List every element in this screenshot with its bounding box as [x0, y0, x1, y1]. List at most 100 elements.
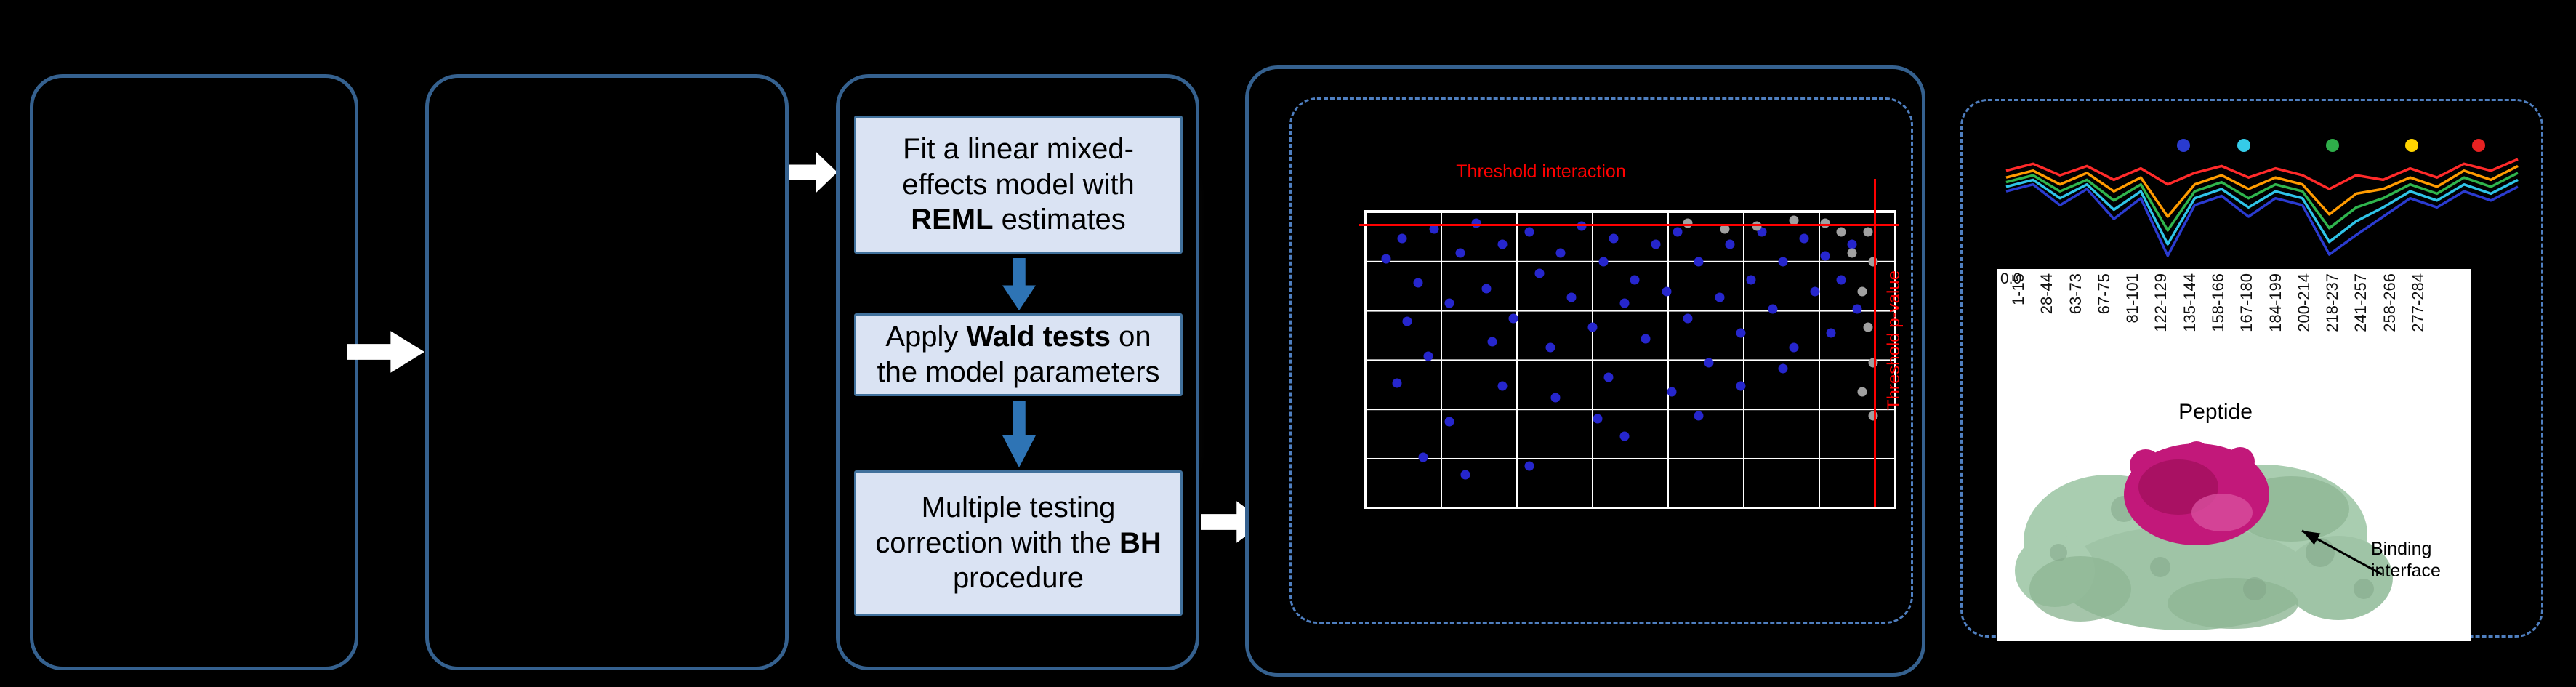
scatter-dot-blue — [1736, 381, 1746, 391]
binding-interface-arrow-icon — [2301, 529, 2383, 576]
scatter-dot-blue — [1641, 334, 1651, 344]
scatter-dot-blue — [1662, 286, 1672, 297]
scatter-dot-blue — [1715, 292, 1725, 302]
peptide-tick-label: 1-15 — [2009, 273, 2027, 306]
binding-interface-label: Binding interface — [2371, 539, 2441, 581]
peptide-tick-label: 67-75 — [2094, 273, 2113, 315]
peptide-tick-label: 218-237 — [2323, 273, 2342, 332]
uptake-line — [2005, 178, 2519, 246]
scatter-dot-blue — [1444, 417, 1454, 427]
scatter-dot-grey — [1720, 224, 1730, 234]
scatter-dot-grey — [1789, 215, 1799, 225]
peptide-tick-label: 135-144 — [2180, 273, 2199, 332]
scatter-dot-blue — [1778, 257, 1788, 267]
scatter-dot-blue — [1694, 411, 1704, 421]
workflow-step-reml: Fit a linear mixed-effects model with RE… — [854, 116, 1183, 254]
timepoint-legend-dot — [2326, 139, 2339, 152]
results-plot-dashed-frame — [1289, 97, 1913, 624]
threshold-interaction-label: Threshold interaction — [1456, 161, 1626, 182]
peptide-tick-label: 184-199 — [2266, 273, 2285, 332]
scatter-dot-blue — [1799, 233, 1809, 244]
peptide-tick-labels: 1-15 28-44 63-73 67-75 81-101 122-129 135-144 1… — [2009, 273, 2428, 395]
peptide-axis-title: Peptide — [2178, 400, 2253, 424]
protein-structure-image — [2015, 441, 2393, 630]
down-arrow-icon — [1002, 258, 1036, 310]
scatter-dot-blue — [1534, 268, 1545, 278]
binding-interface-region — [2124, 441, 2269, 545]
scatter-dot-blue — [1555, 248, 1566, 258]
threshold-interaction-line — [1359, 224, 1899, 226]
csv-panel: X CSV — [425, 74, 1192, 670]
scatter-dot-blue — [1444, 298, 1454, 308]
threshold-pvalue-label: Threshold p-value — [1884, 270, 1904, 411]
scatter-dot-blue — [1667, 387, 1677, 397]
deuterium-uptake-chart — [2005, 139, 2519, 257]
scatter-dot-blue — [1820, 251, 1830, 261]
peptide-tick-label: 158-166 — [2208, 273, 2227, 332]
scatter-dot-grey — [1752, 221, 1762, 231]
scatter-dot-blue — [1455, 248, 1465, 258]
scatter-dot-blue — [1736, 328, 1746, 338]
scatter-dot-blue — [1418, 452, 1428, 462]
scatter-dot-blue — [1609, 233, 1619, 244]
scatter-dot-blue — [1497, 239, 1508, 249]
scatter-dot-blue — [1603, 372, 1614, 382]
scatter-dot-blue — [1392, 378, 1402, 388]
scatter-dot-blue — [1651, 239, 1661, 249]
scatter-dot-grey — [1868, 411, 1878, 421]
input-panel — [30, 74, 358, 670]
scatter-dot-blue — [1768, 304, 1778, 314]
scatter-dot-blue — [1481, 284, 1492, 294]
scatter-dot-blue — [1524, 227, 1534, 237]
scatter-dot-blue — [1593, 414, 1603, 424]
scatter-dot-blue — [1847, 239, 1857, 249]
uptake-line — [2005, 182, 2519, 257]
flow-arrow-icon — [347, 331, 424, 373]
scatter-dot-blue — [1524, 461, 1534, 471]
peptide-tick-label: 200-214 — [2294, 273, 2313, 332]
scatter-dot-blue — [1852, 304, 1862, 314]
scatter-dot-blue — [1566, 292, 1577, 302]
scatter-dot-grey — [1863, 322, 1873, 332]
scatter-dot-blue — [1460, 470, 1470, 480]
peptide-tick-label: 167-180 — [2237, 273, 2256, 332]
step-text: Apply Wald tests on the model parameters — [877, 321, 1160, 388]
scatter-dot-grey — [1857, 286, 1867, 297]
scatter-dot-grey — [1868, 257, 1878, 267]
scatter-dot-blue — [1789, 342, 1799, 353]
uptake-line — [2005, 172, 2519, 232]
scatter-dot-blue — [1619, 431, 1630, 441]
workflow-panel: Fit a linear mixed-effects model with RE… — [836, 74, 1199, 670]
uptake-line — [2005, 164, 2519, 218]
scatter-dot-blue — [1497, 381, 1508, 391]
scatter-dot-blue — [1704, 358, 1714, 368]
scatter-dot-blue — [1587, 322, 1598, 332]
scatter-dot-blue — [1413, 278, 1423, 288]
timepoint-legend-dot — [2237, 139, 2250, 152]
volcano-plot — [1364, 210, 1896, 509]
scatter-dot-grey — [1847, 248, 1857, 258]
timepoint-legend-dot — [2405, 139, 2418, 152]
workflow-step-bh: Multiple testing correction with the BH … — [854, 470, 1183, 616]
peptide-tick-label: 258-266 — [2380, 273, 2399, 332]
down-arrow-icon — [1002, 401, 1036, 467]
scatter-dot-grey — [1857, 387, 1867, 397]
workflow-step-wald: Apply Wald tests on the model parameters — [854, 313, 1183, 396]
scatter-dot-blue — [1598, 257, 1609, 267]
y-axis-zero-tick: 0.0 — [2000, 270, 2022, 287]
step-text: Fit a linear mixed-effects model with RE… — [902, 132, 1135, 236]
scatter-dot-blue — [1545, 342, 1555, 353]
step-text: Multiple testing correction with the BH … — [875, 491, 1162, 595]
scatter-dot-blue — [1550, 393, 1561, 403]
uptake-line — [2005, 158, 2519, 190]
scatter-dot-blue — [1508, 313, 1518, 324]
scatter-dot-grey — [1836, 227, 1846, 237]
scatter-dot-blue — [1683, 313, 1693, 324]
scatter-dot-blue — [1673, 227, 1683, 237]
scatter-dot-blue — [1826, 328, 1836, 338]
scatter-dot-blue — [1487, 337, 1497, 347]
peptide-tick-label: 277-284 — [2408, 273, 2427, 332]
peptide-tick-label: 81-101 — [2123, 273, 2142, 324]
peptide-tick-label: 63-73 — [2066, 273, 2085, 315]
scatter-dot-blue — [1619, 298, 1630, 308]
